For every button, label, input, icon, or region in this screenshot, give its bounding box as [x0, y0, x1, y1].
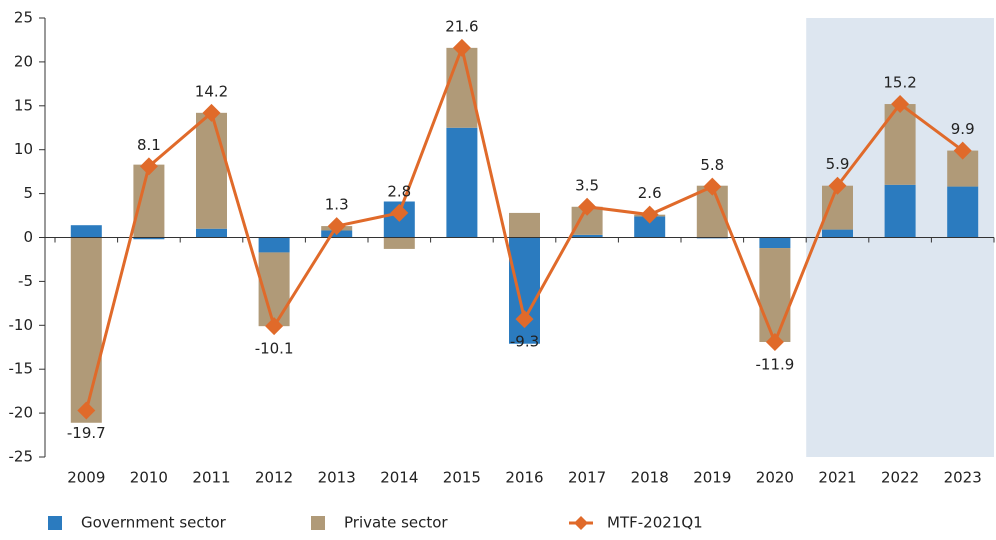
legend-label: Private sector: [344, 514, 448, 532]
bar: [509, 212, 540, 238]
x-tick-label: 2013: [318, 469, 356, 487]
y-tick-label: 25: [14, 9, 33, 27]
data-label: 1.3: [325, 196, 349, 214]
bar: [70, 225, 102, 238]
bar: [571, 234, 603, 238]
bar: [133, 164, 165, 238]
x-tick-label: 2022: [881, 469, 919, 487]
y-tick-label: -5: [18, 272, 33, 290]
data-label: 9.9: [951, 120, 975, 138]
x-tick-label: 2021: [818, 469, 856, 487]
bar: [383, 237, 415, 249]
data-label: 2.8: [387, 182, 411, 200]
data-label: 3.5: [575, 176, 599, 194]
marker: [828, 176, 847, 195]
bar: [446, 47, 478, 128]
marker: [640, 205, 659, 224]
legend-marker: [574, 516, 588, 530]
bar: [822, 229, 853, 238]
bar: [759, 248, 791, 342]
y-tick-label: -25: [9, 448, 34, 466]
legend-label: Government sector: [81, 514, 227, 532]
y-tick-label: -20: [9, 404, 34, 422]
data-label: 5.9: [826, 155, 850, 173]
legend-swatch: [48, 516, 62, 530]
y-tick-label: 0: [23, 228, 33, 246]
data-label: 8.1: [137, 136, 161, 154]
legend-swatch: [311, 516, 325, 530]
marker: [452, 38, 471, 57]
x-tick-label: 2023: [944, 469, 982, 487]
y-tick-label: 20: [14, 52, 33, 70]
marker: [891, 95, 910, 114]
marker: [202, 103, 221, 122]
marker: [265, 317, 284, 336]
marker: [515, 310, 534, 329]
y-tick-label: 10: [14, 140, 33, 158]
bar: [947, 186, 979, 238]
y-tick-label: 15: [14, 96, 33, 114]
y-tick-label: 5: [23, 184, 33, 202]
data-label: -9.3: [510, 333, 539, 351]
x-tick-label: 2011: [192, 469, 230, 487]
data-label: 5.8: [700, 156, 724, 174]
bar: [70, 237, 102, 423]
x-tick-label: 2016: [505, 469, 543, 487]
data-label: -11.9: [755, 355, 794, 373]
bar: [446, 127, 478, 238]
x-tick-label: 2009: [67, 469, 105, 487]
data-label: 15.2: [883, 74, 916, 92]
bar: [634, 216, 666, 238]
marker: [953, 141, 972, 160]
marker: [390, 203, 409, 222]
bar: [759, 237, 791, 249]
marker: [327, 217, 346, 236]
data-label: 2.6: [638, 184, 662, 202]
marker: [77, 401, 96, 420]
bar: [258, 237, 290, 253]
x-tick-label: 2018: [631, 469, 669, 487]
data-label: -10.1: [255, 340, 294, 358]
bar: [196, 228, 227, 238]
data-label: -19.7: [67, 424, 106, 442]
marker: [139, 157, 158, 176]
x-tick-label: 2017: [568, 469, 606, 487]
y-tick-label: -10: [9, 316, 34, 334]
x-tick-label: 2012: [255, 469, 293, 487]
bar: [884, 184, 916, 238]
data-label: 21.6: [445, 17, 478, 35]
x-tick-label: 2020: [756, 469, 794, 487]
bar: [196, 112, 227, 229]
marker: [765, 332, 784, 351]
bar: [133, 237, 165, 240]
legend-label: MTF-2021Q1: [607, 514, 703, 532]
x-tick-label: 2010: [130, 469, 168, 487]
data-label: 14.2: [195, 82, 228, 100]
marker: [703, 177, 722, 196]
marker: [578, 197, 597, 216]
x-tick-label: 2019: [693, 469, 731, 487]
x-tick-label: 2014: [380, 469, 418, 487]
y-tick-label: -15: [9, 360, 34, 378]
x-tick-label: 2015: [443, 469, 481, 487]
